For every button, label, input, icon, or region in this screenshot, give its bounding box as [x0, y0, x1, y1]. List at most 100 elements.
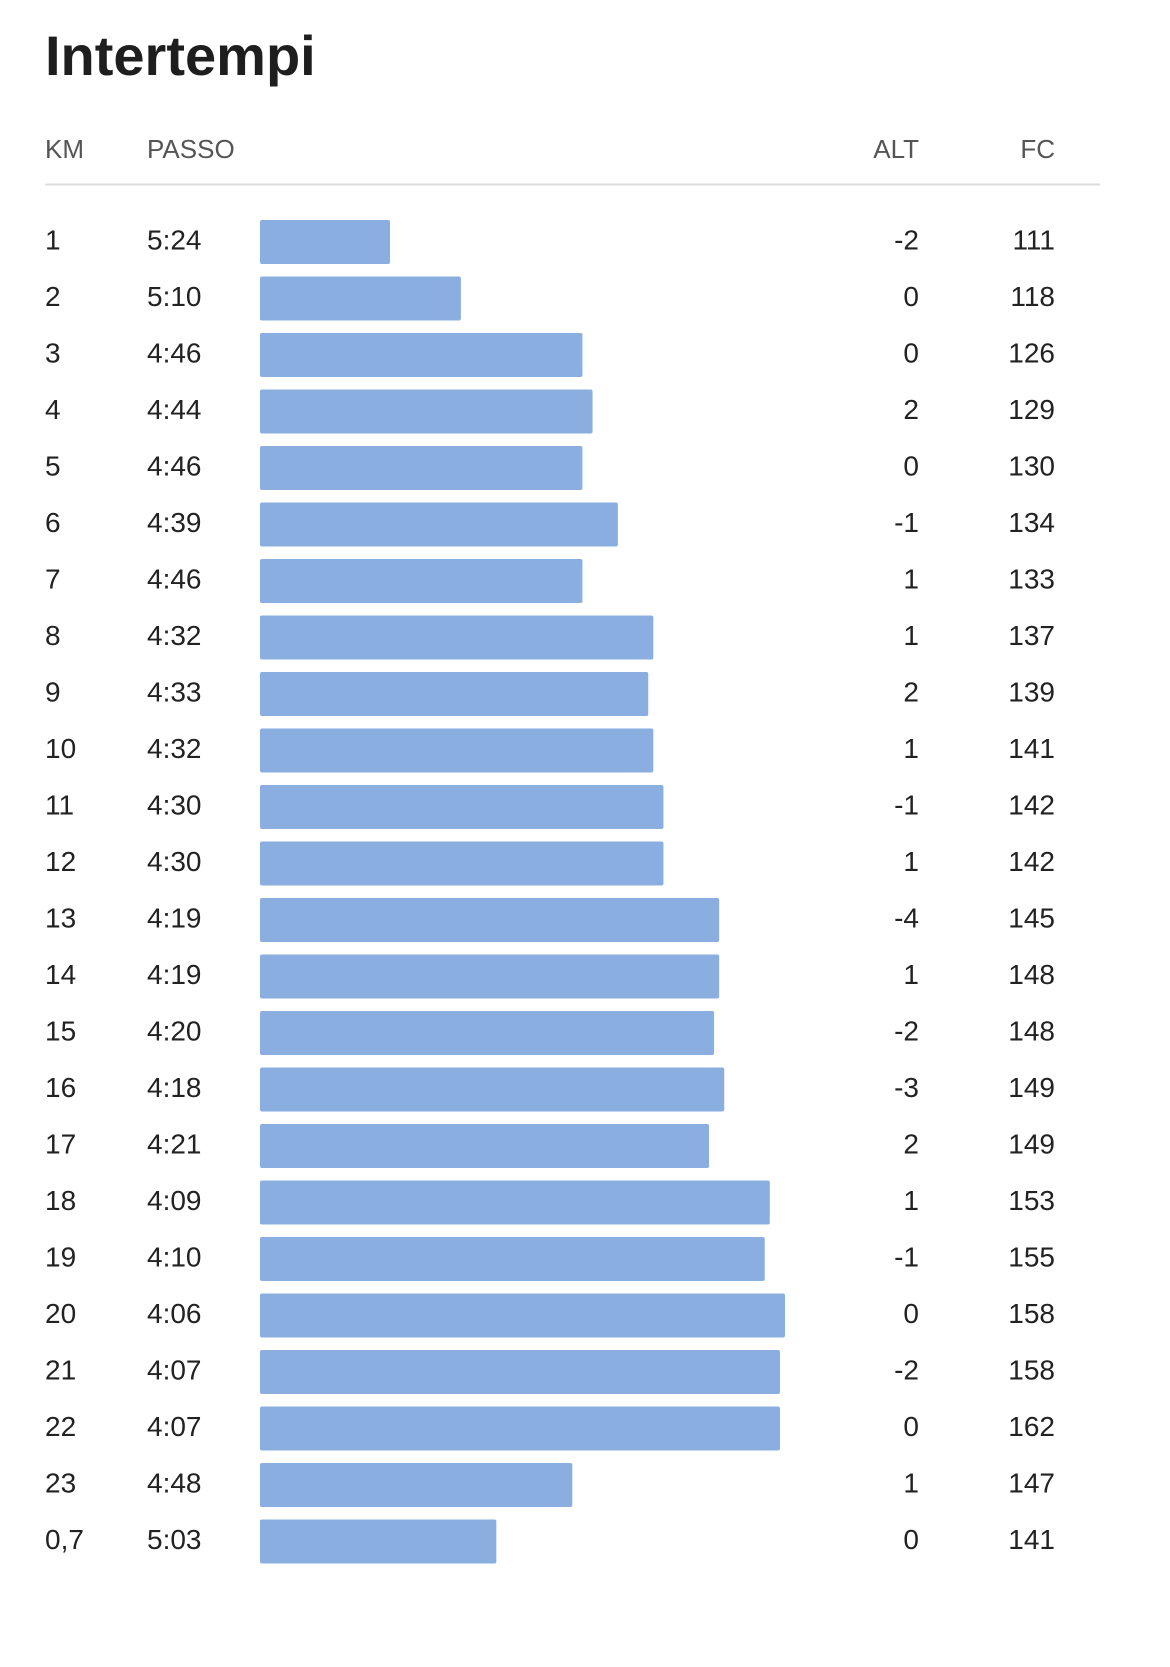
pace-cell: 4:19: [147, 959, 202, 990]
pace-cell: 5:24: [147, 224, 202, 255]
alt-cell: 0: [903, 337, 919, 368]
fc-cell: 148: [1008, 959, 1055, 990]
pace-cell: 4:30: [147, 846, 202, 877]
pace-cell: 4:46: [147, 337, 202, 368]
pace-bar: [260, 898, 720, 942]
pace-bar: [260, 615, 654, 660]
alt-cell: -1: [894, 1241, 919, 1272]
fc-cell: 111: [1012, 224, 1055, 255]
fc-cell: 126: [1008, 337, 1055, 368]
fc-cell: 137: [1008, 620, 1055, 651]
fc-cell: 158: [1008, 1354, 1055, 1385]
fc-cell: 130: [1008, 450, 1055, 481]
km-cell: 5: [45, 450, 61, 481]
pace-cell: 5:03: [147, 1524, 202, 1555]
km-cell: 9: [45, 676, 61, 707]
fc-cell: 118: [1010, 281, 1055, 312]
alt-cell: 1: [903, 1467, 919, 1498]
km-cell: 19: [45, 1241, 76, 1272]
fc-cell: 129: [1008, 394, 1055, 425]
pace-bar: [260, 1350, 780, 1394]
pace-cell: 4:07: [147, 1354, 202, 1385]
pace-bar: [260, 841, 664, 886]
fc-cell: 158: [1008, 1298, 1055, 1329]
km-cell: 18: [45, 1185, 76, 1216]
pace-bar: [260, 785, 664, 829]
fc-cell: 139: [1008, 676, 1055, 707]
fc-cell: 149: [1008, 1072, 1055, 1103]
pace-bar: [260, 728, 654, 773]
pace-bar: [260, 1067, 725, 1112]
fc-cell: 147: [1008, 1467, 1055, 1498]
alt-cell: 0: [903, 281, 919, 312]
alt-cell: 1: [903, 1185, 919, 1216]
pace-cell: 4:10: [147, 1241, 202, 1272]
pace-cell: 5:10: [147, 281, 202, 312]
column-header: KM: [45, 134, 84, 164]
fc-cell: 134: [1008, 507, 1055, 538]
km-cell: 13: [45, 902, 76, 933]
km-cell: 21: [45, 1354, 76, 1385]
alt-cell: 0: [903, 1411, 919, 1442]
fc-cell: 133: [1008, 563, 1055, 594]
pace-bar: [260, 1293, 785, 1338]
pace-bar: [260, 1519, 497, 1564]
column-header: ALT: [873, 134, 919, 164]
column-header: PASSO: [147, 134, 235, 164]
pace-bar: [260, 954, 720, 999]
km-cell: 17: [45, 1128, 76, 1159]
title: Intertempi: [45, 24, 316, 87]
km-cell: 20: [45, 1298, 76, 1329]
pace-cell: 4:46: [147, 450, 202, 481]
pace-bar: [260, 389, 593, 434]
pace-cell: 4:20: [147, 1015, 202, 1046]
pace-cell: 4:19: [147, 902, 202, 933]
pace-cell: 4:39: [147, 507, 202, 538]
alt-cell: -1: [894, 789, 919, 820]
km-cell: 3: [45, 337, 61, 368]
km-cell: 2: [45, 281, 61, 312]
pace-cell: 4:46: [147, 563, 202, 594]
pace-cell: 4:06: [147, 1298, 202, 1329]
pace-cell: 4:44: [147, 394, 202, 425]
km-cell: 22: [45, 1411, 76, 1442]
km-cell: 12: [45, 846, 76, 877]
alt-cell: 1: [903, 959, 919, 990]
fc-cell: 148: [1008, 1015, 1055, 1046]
pace-cell: 4:32: [147, 620, 202, 651]
pace-cell: 4:21: [147, 1128, 202, 1159]
pace-bar: [260, 1237, 765, 1281]
km-cell: 8: [45, 620, 61, 651]
pace-bar: [260, 220, 390, 264]
pace-cell: 4:09: [147, 1185, 202, 1216]
pace-bar: [260, 333, 583, 377]
alt-cell: 0: [903, 450, 919, 481]
alt-cell: 1: [903, 846, 919, 877]
alt-cell: 1: [903, 733, 919, 764]
pace-cell: 4:32: [147, 733, 202, 764]
alt-cell: 1: [903, 563, 919, 594]
km-cell: 6: [45, 507, 61, 538]
alt-cell: 2: [903, 676, 919, 707]
column-header: FC: [1020, 134, 1055, 164]
fc-cell: 142: [1008, 789, 1055, 820]
km-cell: 4: [45, 394, 61, 425]
alt-cell: -3: [894, 1072, 919, 1103]
km-cell: 10: [45, 733, 76, 764]
km-cell: 0,7: [45, 1524, 84, 1555]
alt-cell: -2: [894, 1015, 919, 1046]
fc-cell: 155: [1008, 1241, 1055, 1272]
pace-bar: [260, 1406, 780, 1451]
pace-cell: 4:30: [147, 789, 202, 820]
km-cell: 11: [45, 789, 74, 820]
alt-cell: 0: [903, 1298, 919, 1329]
fc-cell: 153: [1008, 1185, 1055, 1216]
alt-cell: -1: [894, 507, 919, 538]
fc-cell: 145: [1008, 902, 1055, 933]
alt-cell: -2: [894, 224, 919, 255]
pace-bar: [260, 559, 583, 603]
pace-bar: [260, 672, 649, 716]
pace-cell: 4:07: [147, 1411, 202, 1442]
km-cell: 15: [45, 1015, 76, 1046]
